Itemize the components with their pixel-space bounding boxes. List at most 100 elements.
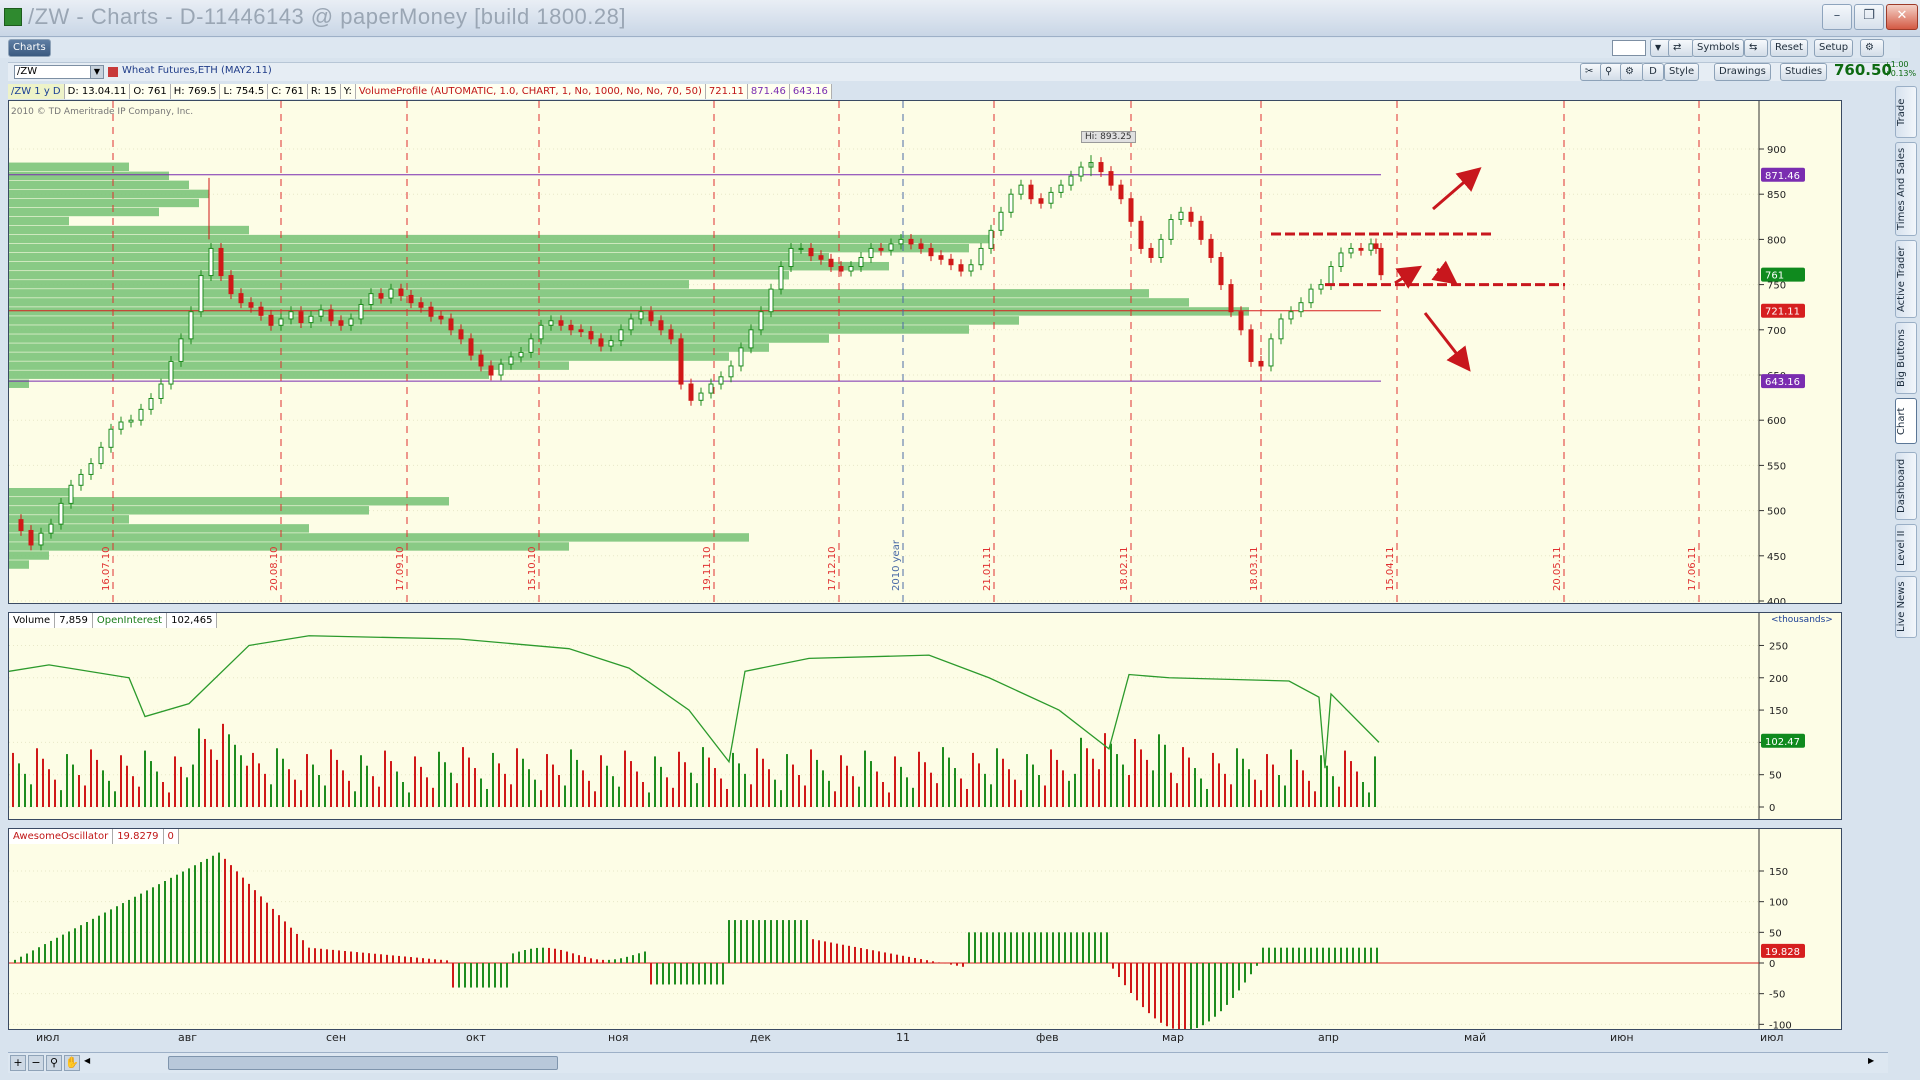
candle-body bbox=[728, 365, 734, 378]
scroll-thumb[interactable] bbox=[168, 1056, 558, 1070]
window-title: /ZW - Charts - D-11446143 @ paperMoney [… bbox=[28, 4, 626, 29]
side-tab-live-news[interactable]: Live News bbox=[1895, 576, 1917, 638]
link-icon[interactable]: ⇄ bbox=[1668, 39, 1694, 57]
candle-body bbox=[278, 318, 284, 326]
period-button[interactable]: D bbox=[1642, 63, 1664, 81]
toggle-icon[interactable]: ⇆ bbox=[1744, 39, 1768, 57]
copyright-text: 2010 © TD Ameritrade IP Company, Inc. bbox=[11, 107, 194, 117]
candle-body bbox=[18, 519, 24, 531]
price-marker-current: 761 bbox=[1765, 271, 1784, 282]
candle-body bbox=[398, 288, 404, 296]
reset-button[interactable]: Reset bbox=[1770, 39, 1808, 57]
minimize-button[interactable]: – bbox=[1822, 4, 1852, 30]
symbols-button[interactable]: Symbols bbox=[1692, 39, 1745, 57]
candle-body bbox=[28, 529, 34, 546]
style-button[interactable]: Style bbox=[1664, 63, 1700, 81]
candle-body bbox=[1098, 162, 1104, 173]
volume-marker-bg bbox=[1761, 733, 1805, 748]
expiry-label: 19.11.10 bbox=[702, 546, 713, 591]
candle-body bbox=[1028, 184, 1034, 200]
expiry-label: 17.09.10 bbox=[395, 546, 406, 591]
volume-chart[interactable]: 250200150100500102.47 bbox=[9, 613, 1841, 819]
profile-bar bbox=[9, 280, 689, 289]
candle-body bbox=[658, 320, 664, 331]
candle-body bbox=[478, 354, 484, 367]
candle-body bbox=[1248, 329, 1254, 362]
candle-body bbox=[1058, 184, 1064, 193]
candle-body bbox=[448, 318, 454, 331]
candle-body bbox=[388, 288, 394, 299]
x-axis-label: июл bbox=[36, 1031, 60, 1044]
ao-marker: 19.828 bbox=[1765, 947, 1800, 958]
candle-body bbox=[468, 338, 474, 356]
x-axis-label: сен bbox=[326, 1031, 347, 1044]
candle-body bbox=[858, 256, 864, 268]
y-tick-label: 0 bbox=[1769, 803, 1775, 814]
symbol-input[interactable]: /ZW bbox=[14, 65, 96, 79]
y-tick-label: 600 bbox=[1767, 416, 1786, 427]
side-tab-active-trader[interactable]: Active Trader bbox=[1895, 240, 1917, 318]
info-low: L: 754.5 bbox=[220, 84, 269, 99]
zoom-fit-icon[interactable]: ⚲ bbox=[46, 1055, 62, 1071]
open-interest-label[interactable]: OpenInterest bbox=[92, 613, 168, 628]
price-panel[interactable]: 90085080075070065060055050045040016.07.1… bbox=[8, 100, 1842, 604]
scrollbar[interactable]: + − ⚲ ✋ ◀ ▶ bbox=[8, 1052, 1888, 1073]
scroll-left-icon[interactable]: ◀ bbox=[84, 1056, 91, 1065]
ao-chart[interactable]: 150 100 50 0 -50 -100 19.828 bbox=[9, 829, 1841, 1029]
y-tick-label: 550 bbox=[1767, 461, 1786, 472]
side-tab-big-buttons[interactable]: Big Buttons bbox=[1895, 322, 1917, 394]
study-volume-profile[interactable]: VolumeProfile (AUTOMATIC, 1.0, CHART, 1,… bbox=[355, 84, 706, 99]
candle-body bbox=[848, 266, 854, 272]
scroll-right-icon[interactable]: ▶ bbox=[1868, 1056, 1875, 1065]
setup-button[interactable]: Setup bbox=[1814, 39, 1854, 57]
candle-body bbox=[548, 320, 554, 326]
side-tab-dashboard[interactable]: Dashboard bbox=[1895, 452, 1917, 520]
candle-body bbox=[498, 363, 504, 376]
candle-body bbox=[458, 329, 464, 340]
candle-body bbox=[118, 421, 124, 430]
candle-body bbox=[678, 338, 684, 385]
tab-charts[interactable]: Charts bbox=[8, 39, 51, 57]
candle-body bbox=[1318, 284, 1324, 290]
x-axis-label: апр bbox=[1318, 1031, 1339, 1044]
maximize-button[interactable]: ❐ bbox=[1854, 4, 1884, 30]
candle-body bbox=[868, 247, 874, 258]
candle-body bbox=[1128, 198, 1134, 222]
ao-label[interactable]: AwesomeOscillator bbox=[9, 829, 114, 844]
x-axis-label: июн bbox=[1610, 1031, 1634, 1044]
x-axis-label: дек bbox=[750, 1031, 772, 1044]
zoom-in-icon[interactable]: + bbox=[10, 1055, 26, 1071]
drawings-button[interactable]: Drawings bbox=[1714, 63, 1771, 81]
zoom-out-icon[interactable]: − bbox=[28, 1055, 44, 1071]
candle-body bbox=[378, 293, 384, 299]
price-marker-upper: 871.46 bbox=[1765, 171, 1800, 182]
pan-hand-icon[interactable]: ✋ bbox=[64, 1055, 80, 1071]
volume-label[interactable]: Volume bbox=[9, 613, 56, 628]
close-button[interactable]: ✕ bbox=[1886, 4, 1918, 30]
trend-arrow bbox=[1423, 312, 1471, 372]
price-chart[interactable]: 90085080075070065060055050045040016.07.1… bbox=[9, 101, 1841, 603]
side-tab-chart[interactable]: Chart bbox=[1895, 398, 1917, 444]
candle-body bbox=[1118, 184, 1124, 200]
candle-body bbox=[1198, 220, 1204, 240]
candle-body bbox=[818, 255, 824, 260]
ao-panel[interactable]: AwesomeOscillator 19.8279 0 150 100 50 0 -50… bbox=[8, 828, 1842, 1030]
side-tab-trade[interactable]: Trade bbox=[1895, 86, 1917, 138]
color-box[interactable] bbox=[1612, 40, 1646, 56]
y-tick-label: 800 bbox=[1767, 235, 1786, 246]
profile-bar bbox=[9, 262, 889, 271]
profile-bar bbox=[9, 189, 209, 199]
settings-icon[interactable]: ⚙ bbox=[1620, 63, 1644, 81]
info-symbol[interactable]: /ZW 1 y D bbox=[8, 84, 65, 99]
x-axis-label: окт bbox=[466, 1031, 486, 1044]
gear-icon[interactable]: ⚙ bbox=[1860, 39, 1884, 57]
candle-body bbox=[198, 275, 204, 313]
open-interest-line bbox=[9, 635, 1380, 769]
candle-body bbox=[998, 211, 1004, 231]
volume-panel[interactable]: Volume 7,859 OpenInterest 102,465 <thous… bbox=[8, 612, 1842, 820]
studies-button[interactable]: Studies bbox=[1780, 63, 1828, 81]
info-range: R: 15 bbox=[307, 84, 341, 99]
symbol-dropdown-icon[interactable]: ▼ bbox=[90, 65, 104, 79]
side-tab-level-ii[interactable]: Level II bbox=[1895, 524, 1917, 572]
side-tab-times-and-sales[interactable]: Times And Sales bbox=[1895, 142, 1917, 236]
